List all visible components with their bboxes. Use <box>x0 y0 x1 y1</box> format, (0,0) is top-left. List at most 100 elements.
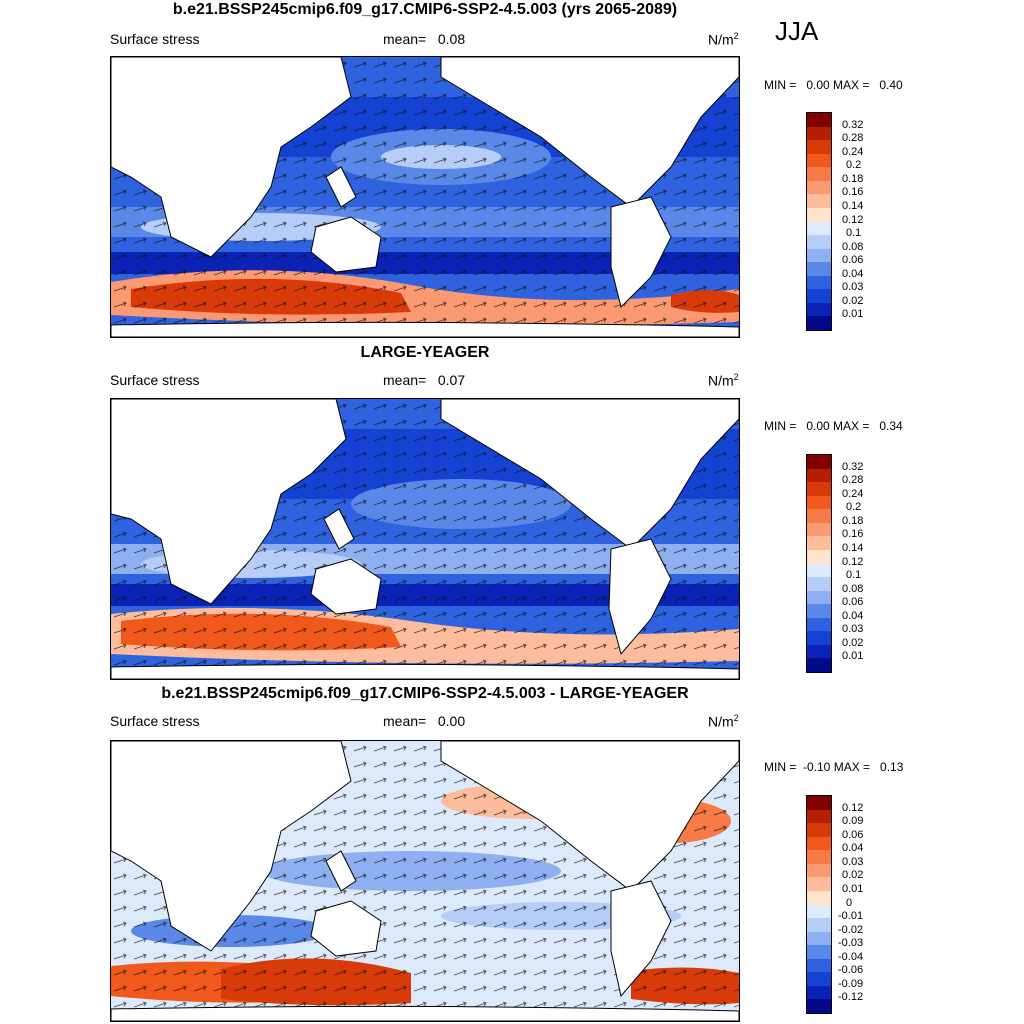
panel-2-colorbar-swatch <box>807 590 831 605</box>
panel-1-colorbar-swatch <box>807 289 831 303</box>
panel-1-colorbar <box>806 112 832 331</box>
panel-2-colorbar-swatch <box>807 577 831 591</box>
panel-3-colorbar-tick-label: -0.06 <box>838 964 864 977</box>
panel-3-colorbar-swatch <box>807 945 831 959</box>
panel-1-colorbar-tick-label: 0.08 <box>842 240 864 253</box>
panel-1-colorbar-tick-label: 0.32 <box>842 118 864 131</box>
panel-3-colorbar-tick-label: 0.03 <box>842 855 864 868</box>
panel-2-colorbar-tick-label: 0.08 <box>842 582 864 595</box>
panel-2-colorbar-swatch <box>807 509 831 523</box>
panel-2-colorbar-swatch <box>807 549 831 564</box>
panel-2-title: LARGE-YEAGER <box>360 344 490 361</box>
panel-1-colorbar-swatch <box>807 194 831 208</box>
panel-3-colorbar-swatch <box>807 809 831 824</box>
panel-1-colorbar-swatch <box>807 316 831 330</box>
panel-2-colorbar-ticks: 0.32 0.28 0.24 0.2 0.18 0.16 0.14 0.12 0.1 0.08 0.… <box>838 454 888 673</box>
panel-3-colorbar-swatch <box>807 931 831 946</box>
panel-3-colorbar-swatch <box>807 904 831 919</box>
panel-3-colorbar-swatch <box>807 877 831 891</box>
panel-3-colorbar <box>806 795 832 1014</box>
panel-3-colorbar-swatch <box>807 850 831 864</box>
panel-3-colorbar-swatch <box>807 918 831 932</box>
panel-3-colorbar-tick-label: -0.12 <box>838 991 864 1004</box>
panel-2-colorbar-tick-label: 0.01 <box>842 650 864 663</box>
panel-2-colorbar-swatch <box>807 563 831 578</box>
panel-1-colorbar-tick-label: 0.24 <box>842 145 864 158</box>
panel-2-mean-label: mean= <box>383 372 427 388</box>
panel-1-colorbar-swatch <box>807 248 831 263</box>
panel-2-colorbar-tick-label: 0.24 <box>842 487 864 500</box>
panel-3-variable: Surface stress <box>110 713 200 729</box>
panel-3-colorbar-swatch <box>807 972 831 986</box>
panel-3-mean-value: 0.00 <box>437 713 466 729</box>
panel-3-colorbar-tick-label: -0.04 <box>838 950 864 963</box>
panel-1-colorbar-swatch <box>807 302 831 317</box>
panel-2-colorbar-swatch <box>807 631 831 645</box>
panel-1-colorbar-tick-label: 0.06 <box>842 254 864 267</box>
panel-2-map <box>110 398 740 680</box>
panel-1-colorbar-tick-label: 0.1 <box>846 227 862 240</box>
panel-2-colorbar-swatch <box>807 658 831 672</box>
panel-2-variable: Surface stress <box>110 372 200 388</box>
panel-1-colorbar-tick-label: 0.04 <box>842 267 864 280</box>
panel-2-colorbar-swatch <box>807 482 831 496</box>
panel-1-colorbar-swatch <box>807 140 831 154</box>
panel-3-mean: mean= 0.00 <box>383 713 465 729</box>
panel-2-colorbar-tick-label: 0.14 <box>842 541 864 554</box>
panel-1-colorbar-swatch <box>807 126 831 141</box>
panel-1-mean: mean= 0.08 <box>383 31 465 47</box>
panel-2-colorbar-swatch <box>807 536 831 550</box>
panel-1-colorbar-swatch <box>807 275 831 290</box>
panel-2-colorbar-tick-label: 0.1 <box>846 569 862 582</box>
panel-2-colorbar-tick-label: 0.2 <box>846 501 862 514</box>
panel-2-map-svg <box>111 399 739 679</box>
panel-1-colorbar-swatch <box>807 235 831 249</box>
panel-3-colorbar-tick-label: 0.04 <box>842 842 864 855</box>
panel-1-colorbar-ticks: 0.32 0.28 0.24 0.2 0.18 0.16 0.14 0.12 0.1 0.08 0.… <box>838 112 888 331</box>
panel-1-colorbar-swatch <box>807 207 831 222</box>
panel-3-mean-label: mean= <box>383 713 427 729</box>
panel-2-colorbar-tick-label: 0.32 <box>842 460 864 473</box>
panel-2-colorbar-tick-label: 0.16 <box>842 528 864 541</box>
panel-1-colorbar-tick-label: 0.02 <box>842 294 864 307</box>
panel-1-colorbar-swatch <box>807 221 831 236</box>
panel-3-map-svg <box>111 741 739 1021</box>
panel-1-units: N/m2 <box>708 31 739 48</box>
panel-3-colorbar-swatch <box>807 796 831 810</box>
panel-2-minmax: MIN = 0.00 MAX = 0.34 <box>764 419 903 433</box>
panel-3-colorbar-swatch <box>807 890 831 905</box>
panel-1-mean-label: mean= <box>383 31 427 47</box>
panel-1-colorbar-tick-label: 0.03 <box>842 281 864 294</box>
panel-3-title: b.e21.BSSP245cmip6.f09_g17.CMIP6-SSP2-4.… <box>161 685 689 702</box>
panel-2-colorbar-swatch <box>807 522 831 537</box>
panel-3-colorbar-swatch <box>807 958 831 973</box>
panel-1-colorbar-tick-label: 0.14 <box>842 199 864 212</box>
panel-2-colorbar-swatch <box>807 644 831 659</box>
panel-2-colorbar-tick-label: 0.02 <box>842 636 864 649</box>
panel-2-colorbar-tick-label: 0.06 <box>842 596 864 609</box>
panel-3-colorbar-tick-label: -0.03 <box>838 937 864 950</box>
panel-3-colorbar-tick-label: -0.09 <box>838 977 864 990</box>
panel-2-units-base: N/m <box>708 372 734 389</box>
panel-3-colorbar-tick-label: 0.02 <box>842 869 864 882</box>
panel-2-units-exp: 2 <box>733 372 739 382</box>
panel-3-units: N/m2 <box>708 713 739 730</box>
panel-2-mean-value: 0.07 <box>437 372 466 388</box>
panel-3-colorbar-tick-label: 0.12 <box>842 801 864 814</box>
panel-2-colorbar-tick-label: 0.12 <box>842 555 864 568</box>
panel-1-colorbar-tick-label: 0.28 <box>842 132 864 145</box>
panel-3-colorbar-ticks: 0.12 0.09 0.06 0.04 0.03 0.02 0.01 0 -0.01 -0.02-… <box>838 795 888 1014</box>
panel-1-colorbar-tick-label: 0.18 <box>842 172 864 185</box>
panel-1-colorbar-swatch <box>807 113 831 127</box>
panel-2-colorbar-swatch <box>807 455 831 469</box>
panel-2-colorbar-swatch <box>807 617 831 632</box>
panel-1-colorbar-tick-label: 0.16 <box>842 186 864 199</box>
panel-3-colorbar-swatch <box>807 863 831 878</box>
panel-2-colorbar <box>806 454 832 673</box>
panel-2-colorbar-swatch <box>807 495 831 510</box>
panel-1-units-exp: 2 <box>733 31 739 41</box>
panel-3-units-exp: 2 <box>733 713 739 723</box>
panel-2-colorbar-tick-label: 0.18 <box>842 514 864 527</box>
panel-1-mean-value: 0.08 <box>437 31 466 47</box>
panel-1-units-base: N/m <box>708 31 734 48</box>
